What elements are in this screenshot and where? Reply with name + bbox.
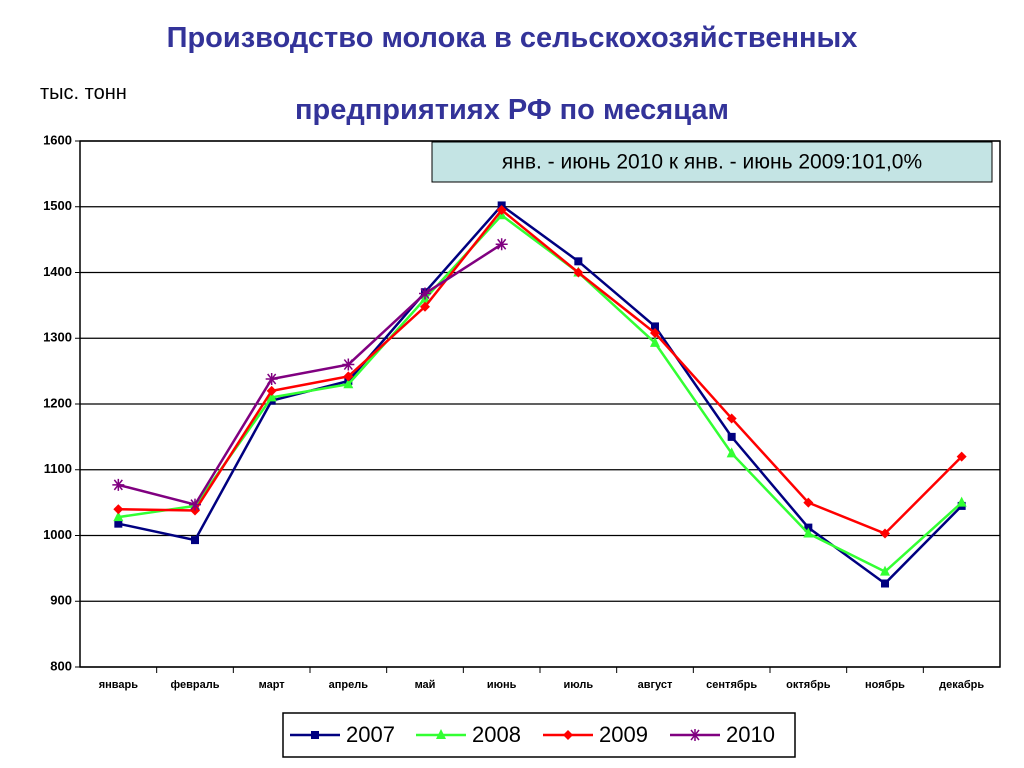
legend-label: 2008: [472, 722, 521, 747]
marker: [956, 496, 967, 507]
marker: [191, 536, 199, 545]
x-tick-label: январь: [99, 679, 139, 691]
marker: [573, 267, 584, 278]
legend-label: 2009: [599, 722, 648, 747]
marker: [651, 322, 659, 331]
y-tick-label: 1500: [43, 198, 72, 213]
marker: [689, 729, 701, 741]
marker: [803, 497, 814, 508]
y-tick-label: 900: [50, 593, 72, 608]
marker: [726, 447, 737, 458]
marker: [113, 511, 124, 522]
marker: [880, 528, 890, 539]
marker: [495, 238, 508, 251]
legend-label: 2007: [346, 722, 395, 747]
x-tick-label: ноябрь: [865, 679, 905, 691]
marker: [419, 287, 431, 300]
x-tick-label: февраль: [171, 679, 220, 691]
x-tick-label: август: [638, 679, 673, 691]
marker: [311, 731, 319, 739]
marker: [343, 371, 354, 382]
marker: [114, 519, 123, 528]
marker: [881, 579, 889, 588]
annotation: янв. - июнь 2010 к янв. - июнь 2009:101,…: [502, 151, 922, 174]
marker: [189, 498, 201, 511]
marker: [650, 336, 660, 347]
annotation-box: [431, 141, 993, 183]
marker: [727, 432, 736, 441]
marker: [563, 730, 573, 740]
marker: [420, 301, 430, 312]
marker: [726, 413, 737, 424]
marker: [343, 378, 354, 389]
series-line: [118, 203, 963, 586]
x-tick-label: июль: [564, 679, 594, 691]
x-tick-label: июнь: [487, 679, 517, 691]
marker: [113, 504, 124, 515]
y-axis-label: тыс. тонн: [40, 82, 127, 104]
y-tick-label: 800: [50, 658, 72, 673]
y-tick-label: 1000: [43, 527, 72, 542]
marker: [266, 391, 277, 402]
x-tick-label: апрель: [329, 679, 369, 691]
x-tick-label: октябрь: [786, 679, 831, 691]
marker: [574, 257, 583, 266]
marker: [266, 385, 277, 396]
marker: [496, 205, 507, 216]
series-line: [118, 208, 963, 535]
y-tick-label: 1200: [43, 395, 72, 410]
x-tick-label: декабрь: [939, 679, 984, 691]
y-tick-label: 1100: [44, 461, 72, 476]
marker: [342, 358, 355, 371]
marker: [436, 729, 446, 739]
marker: [265, 373, 278, 386]
y-tick-label: 1400: [43, 264, 72, 279]
series-line: [118, 243, 503, 507]
x-tick-label: май: [415, 679, 436, 691]
marker: [956, 451, 967, 462]
y-tick-label: 1600: [43, 132, 72, 147]
series-line: [118, 213, 963, 574]
y-tick-label: 1300: [43, 330, 72, 345]
legend-label: 2010: [726, 722, 775, 747]
marker: [650, 327, 660, 338]
marker: [112, 478, 125, 491]
x-tick-label: сентябрь: [706, 679, 757, 691]
x-tick-label: март: [259, 679, 286, 691]
chart-title: Производство молока в сельскохозяйственн…: [166, 22, 858, 126]
marker: [803, 527, 814, 538]
marker: [880, 565, 890, 576]
